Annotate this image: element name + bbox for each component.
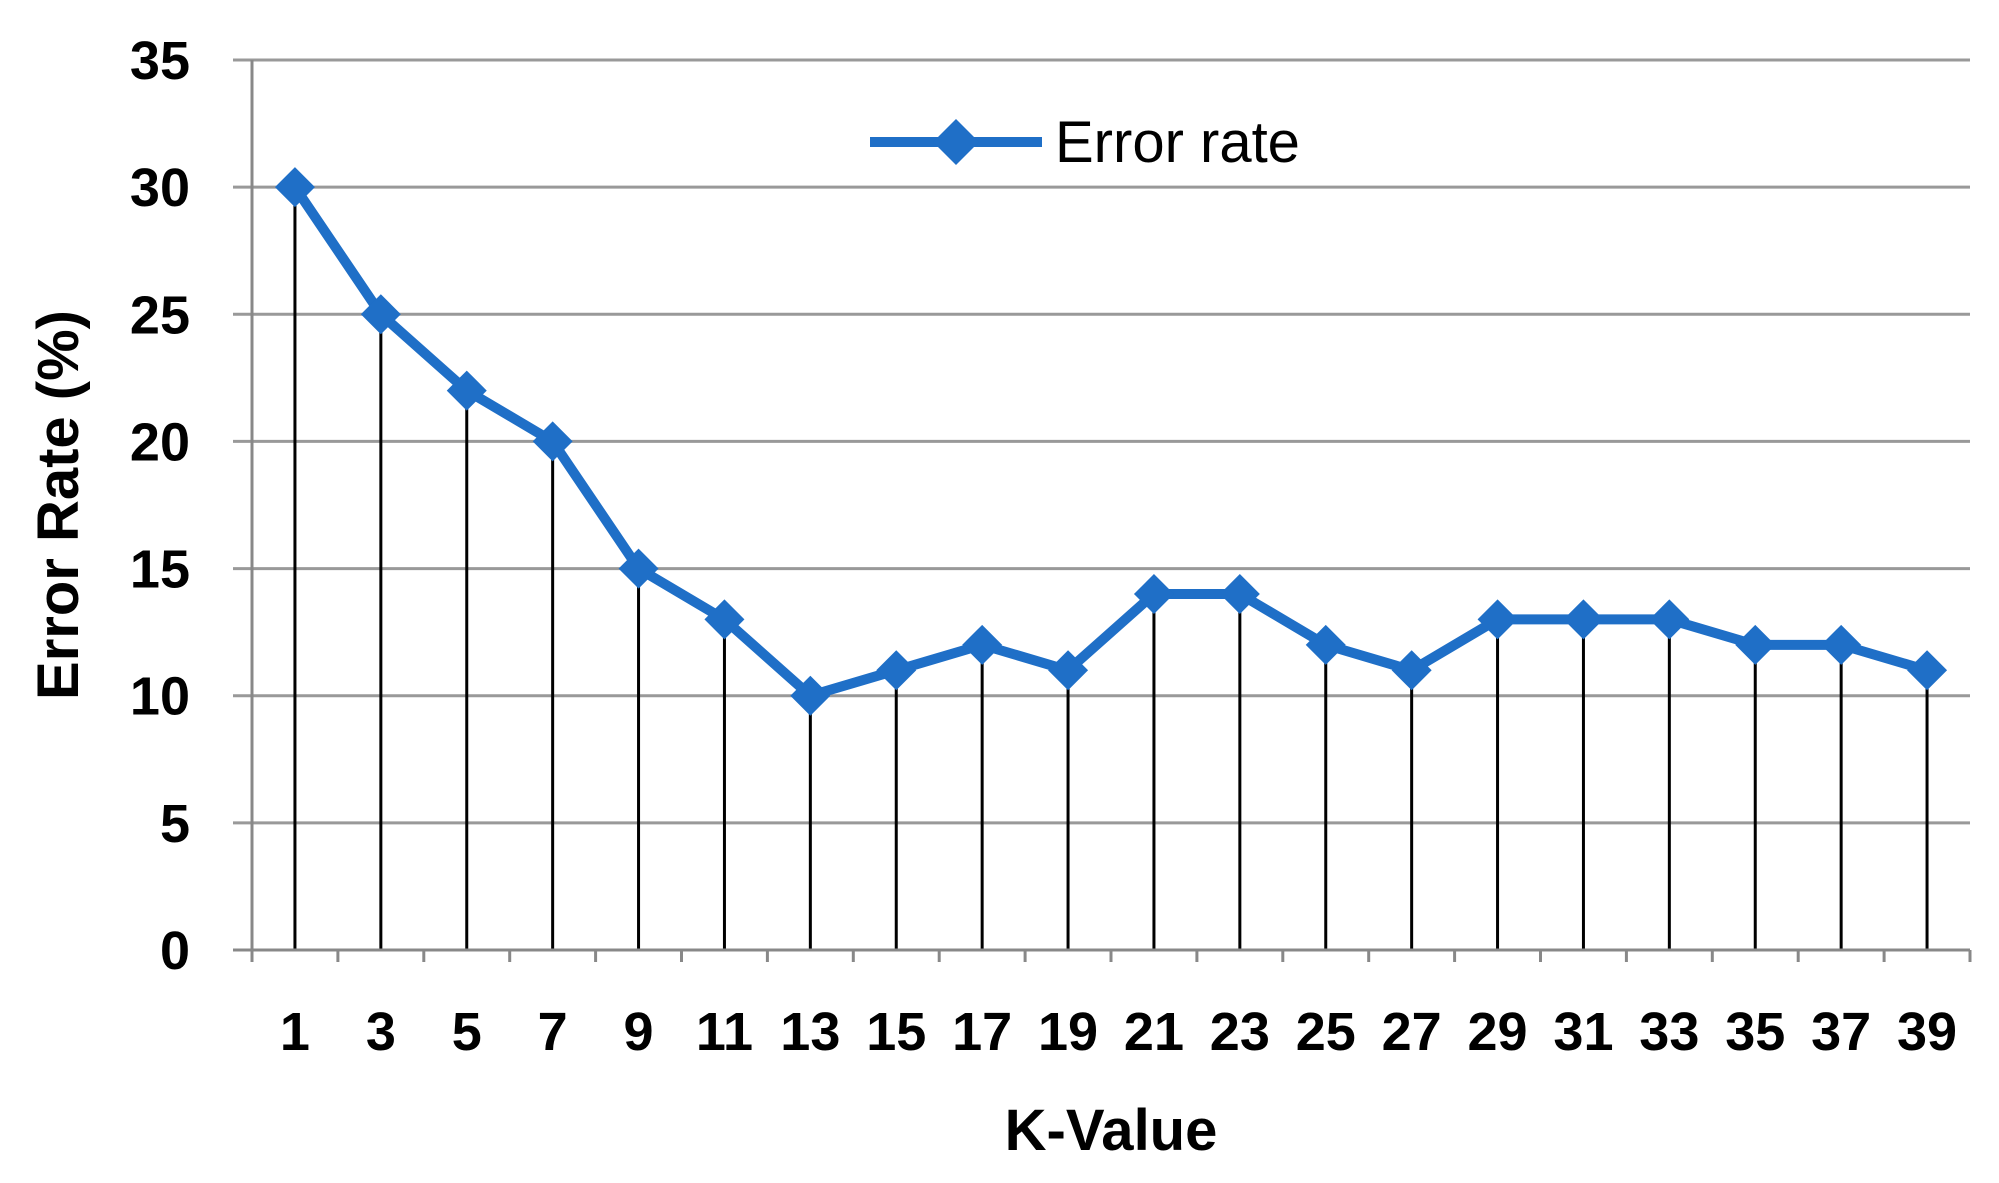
data-point-marker [1477,599,1518,640]
gridlines [233,58,1970,952]
x-tick-labels: 1 3 5 7 9 11 13 15 17 19 21 23 25 27 29 31 33 35 37 39 [280,1002,1957,1062]
x-tick-label: 3 [366,1002,396,1062]
data-point-marker [360,294,401,335]
data-point-marker [704,599,745,640]
y-tick-label: 10 [130,667,190,727]
x-tick-label: 11 [696,1002,753,1062]
data-point-marker [274,167,315,208]
x-tick-label: 15 [866,1002,926,1062]
x-tick-label: 21 [1124,1002,1184,1062]
legend-diamond-marker [933,119,979,165]
x-tick-label: 9 [624,1002,654,1062]
x-tick-label: 1 [280,1002,310,1062]
legend-label: Error rate [1055,110,1300,175]
data-point-marker [1649,599,1690,640]
drop-lines [293,187,1929,950]
data-point-marker [962,624,1003,665]
data-point-marker [1133,574,1174,614]
data-point-marker [446,370,487,411]
data-point-marker [1735,624,1776,665]
y-tick-label: 35 [130,31,190,91]
x-tick-label: 33 [1639,1002,1699,1062]
series-error-rate [274,167,1948,716]
y-tick-label: 15 [130,540,190,600]
data-point-marker [1563,599,1604,640]
data-point-marker [1305,624,1346,665]
x-tick-label: 5 [452,1002,482,1062]
x-tick-label: 25 [1296,1002,1356,1062]
y-tick-labels: 0 5 10 15 20 25 30 35 [130,31,190,981]
x-axis-title: K-Value [1005,1098,1218,1163]
legend: Error rate [870,110,1300,175]
x-tick-label: 27 [1382,1002,1442,1062]
x-tick-label: 39 [1897,1002,1957,1062]
y-tick-label: 5 [160,794,190,854]
x-tick-label: 37 [1811,1002,1871,1062]
x-tick-label: 31 [1553,1002,1613,1062]
data-point-marker [1048,650,1089,691]
data-point-marker [532,421,573,462]
x-tick-label: 23 [1210,1002,1270,1062]
y-tick-label: 30 [130,158,190,218]
x-tick-label: 17 [952,1002,1012,1062]
data-point-marker [618,548,659,589]
data-point-marker [876,650,917,691]
data-point-marker [1907,650,1948,691]
x-tick-label: 29 [1468,1002,1528,1062]
y-tick-label: 25 [130,285,190,345]
x-tick-label: 35 [1725,1002,1785,1062]
data-point-marker [1391,650,1432,691]
y-tick-label: 0 [160,921,190,981]
axes [233,60,1970,952]
y-axis-title: Error Rate (%) [26,310,91,700]
data-point-marker [1219,574,1260,614]
data-point-marker [1821,624,1862,665]
x-tick-label: 7 [538,1002,568,1062]
x-tick-marks [250,950,1972,962]
x-tick-label: 13 [780,1002,840,1062]
x-tick-label: 19 [1038,1002,1098,1062]
data-point-marker [790,675,831,716]
y-tick-label: 20 [130,412,190,472]
